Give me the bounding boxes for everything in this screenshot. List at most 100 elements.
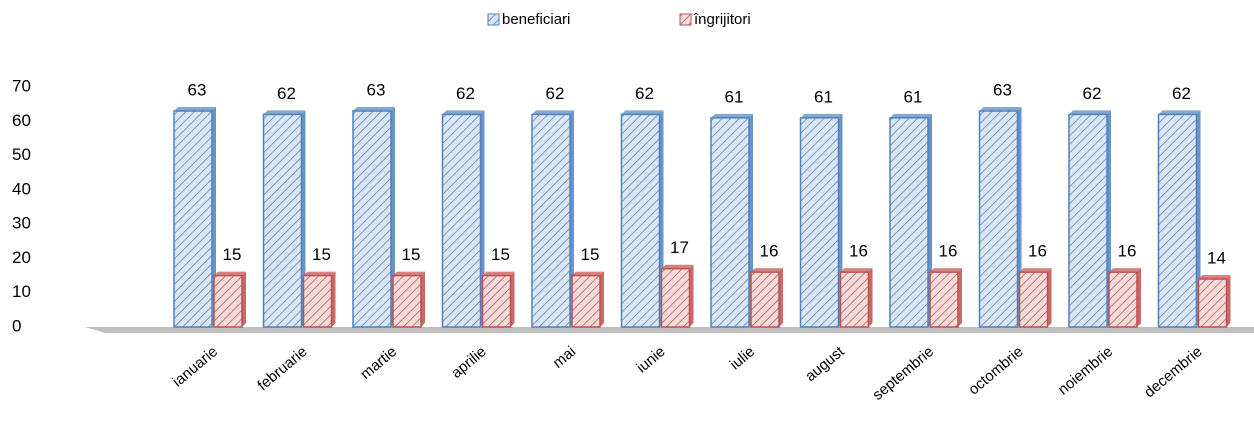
- bar: [531, 113, 571, 328]
- value-label: 63: [993, 80, 1012, 99]
- value-label: 62: [277, 84, 296, 103]
- bar: [173, 110, 213, 328]
- value-label: 16: [760, 242, 779, 261]
- bar-depth: [711, 113, 753, 118]
- value-label: 15: [223, 245, 242, 264]
- x-tick-label: martie: [357, 343, 400, 383]
- bar-depth: [1069, 110, 1111, 115]
- y-tick-label: 50: [12, 145, 31, 164]
- y-tick-label: 10: [12, 282, 31, 301]
- bar: [929, 271, 959, 328]
- legend-label: beneficiari: [502, 11, 570, 28]
- bar-depth: [214, 271, 246, 276]
- bar-depth: [174, 107, 216, 111]
- x-tick-label: iulie: [727, 343, 758, 373]
- x-tick-label: februarie: [254, 343, 310, 394]
- bar-depth: [930, 268, 962, 273]
- bar: [839, 271, 870, 328]
- value-label: 15: [312, 245, 331, 264]
- bar-side: [868, 268, 873, 327]
- legend-label: îngrijitori: [693, 11, 751, 28]
- y-tick-label: 30: [12, 214, 31, 233]
- bar: [441, 113, 482, 328]
- x-tick-label: ianuarie: [169, 343, 221, 390]
- value-label: 17: [670, 238, 689, 257]
- bar: [352, 110, 392, 328]
- bar-side: [212, 107, 216, 327]
- y-tick-label: 40: [12, 179, 31, 198]
- bar: [1068, 113, 1108, 328]
- bar-depth: [621, 110, 664, 115]
- floor: [85, 327, 1254, 333]
- value-label: 61: [814, 87, 833, 106]
- x-tick-label: noiembrie: [1055, 343, 1116, 398]
- bar-side: [570, 110, 574, 327]
- x-tick-label: august: [802, 343, 848, 386]
- x-tick-label: decembrie: [1141, 343, 1206, 401]
- value-label: 61: [904, 87, 923, 106]
- bar-depth: [1198, 275, 1231, 279]
- bar: [978, 110, 1019, 328]
- y-tick-label: 20: [12, 248, 31, 267]
- bar: [302, 274, 333, 328]
- value-label: 16: [849, 242, 868, 261]
- value-label: 16: [1118, 242, 1137, 261]
- bar: [799, 117, 840, 328]
- bar-side: [779, 268, 783, 327]
- bar-depth: [840, 268, 873, 273]
- value-label: 63: [188, 80, 207, 99]
- value-label: 62: [1172, 84, 1191, 103]
- bar-side: [421, 271, 425, 327]
- value-label: 16: [939, 242, 958, 261]
- bar-depth: [393, 271, 425, 276]
- y-tick-label: 0: [12, 316, 21, 335]
- bar-depth: [751, 268, 783, 273]
- bar: [213, 274, 243, 328]
- value-label: 14: [1207, 248, 1226, 267]
- bar: [1157, 113, 1198, 328]
- bar-side: [958, 268, 962, 327]
- bar-side: [391, 107, 395, 327]
- x-tick-label: octombrie: [965, 343, 1026, 398]
- x-tick-label: aprilie: [448, 343, 490, 382]
- bar: [1108, 271, 1138, 328]
- x-tick-label: septembrie: [869, 343, 937, 404]
- bar-depth: [1019, 268, 1052, 273]
- value-label: 62: [456, 84, 475, 103]
- bar-side: [242, 271, 246, 327]
- bar-side: [331, 271, 336, 327]
- bar: [660, 267, 691, 328]
- bar-depth: [442, 110, 485, 115]
- bar: [571, 274, 601, 328]
- bar-side: [1226, 275, 1231, 327]
- bar-side: [480, 110, 485, 327]
- bar-side: [600, 271, 604, 327]
- x-tick-label: iunie: [633, 343, 668, 376]
- bar-depth: [800, 113, 843, 118]
- bar-depth: [890, 113, 932, 118]
- value-label: 16: [1028, 242, 1047, 261]
- bar-depth: [353, 107, 395, 111]
- bar-side: [510, 271, 515, 327]
- bar-side: [689, 264, 694, 327]
- bar: [392, 274, 422, 328]
- x-tick-label: mai: [550, 343, 579, 372]
- bar: [889, 117, 929, 328]
- bar-depth: [532, 110, 574, 115]
- bar: [620, 113, 661, 328]
- bar: [1018, 271, 1049, 328]
- bar-depth: [1109, 268, 1141, 273]
- bar: [750, 271, 780, 328]
- legend-swatch: [487, 13, 500, 26]
- value-label: 62: [546, 84, 565, 103]
- value-label: 15: [581, 245, 600, 264]
- legend-swatch: [679, 13, 692, 26]
- y-tick-label: 60: [12, 111, 31, 130]
- bar-depth: [661, 264, 694, 269]
- y-tick-label: 70: [12, 76, 31, 95]
- value-label: 15: [491, 245, 510, 264]
- bar-side: [1137, 268, 1141, 327]
- bar-depth: [263, 110, 306, 115]
- bar-depth: [979, 107, 1022, 111]
